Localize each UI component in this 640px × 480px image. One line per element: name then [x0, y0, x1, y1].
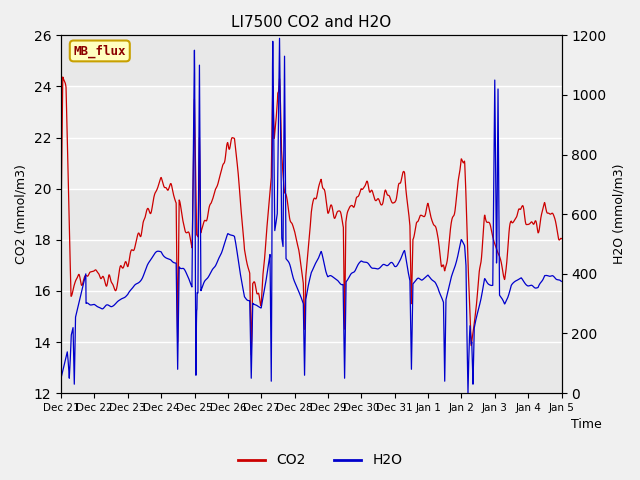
Title: LI7500 CO2 and H2O: LI7500 CO2 and H2O — [231, 15, 392, 30]
Legend: CO2, H2O: CO2, H2O — [232, 448, 408, 473]
Y-axis label: H2O (mmol/m3): H2O (mmol/m3) — [612, 164, 625, 264]
Y-axis label: CO2 (mmol/m3): CO2 (mmol/m3) — [15, 164, 28, 264]
X-axis label: Time: Time — [571, 419, 602, 432]
Text: MB_flux: MB_flux — [74, 44, 126, 58]
Bar — [61, 189, 561, 291]
Bar — [61, 86, 561, 189]
